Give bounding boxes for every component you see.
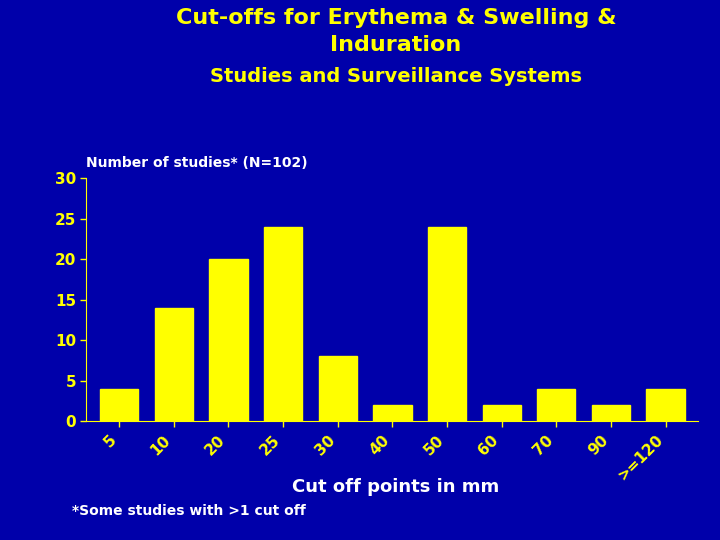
Text: Number of studies* (N=102): Number of studies* (N=102)	[86, 156, 308, 170]
Text: Cut-offs for Erythema & Swelling &: Cut-offs for Erythema & Swelling &	[176, 8, 616, 28]
Bar	[482, 405, 521, 421]
Bar	[319, 356, 357, 421]
Text: Induration: Induration	[330, 35, 462, 55]
Bar	[373, 405, 412, 421]
Text: *Some studies with >1 cut off: *Some studies with >1 cut off	[72, 504, 306, 518]
Bar	[155, 308, 193, 421]
Bar	[428, 227, 466, 421]
Bar	[210, 259, 248, 421]
Bar	[537, 389, 575, 421]
Text: Cut off points in mm: Cut off points in mm	[292, 478, 500, 496]
Bar	[100, 389, 138, 421]
Bar	[592, 405, 630, 421]
Bar	[647, 389, 685, 421]
Text: Studies and Surveillance Systems: Studies and Surveillance Systems	[210, 68, 582, 86]
Bar	[264, 227, 302, 421]
